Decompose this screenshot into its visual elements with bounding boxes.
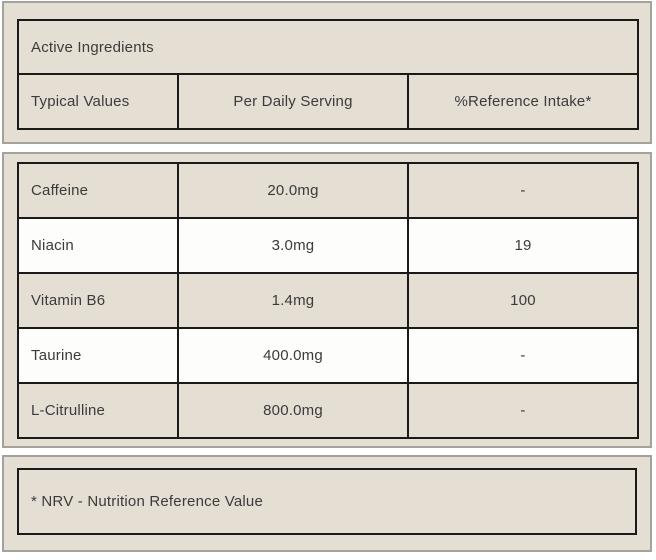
ingredients-header-table: Active Ingredients Typical Values Per Da… xyxy=(16,19,640,130)
reference-intake-cell: 19 xyxy=(407,217,639,274)
per-serving-cell: 20.0mg xyxy=(177,162,409,219)
ingredient-name-cell: Niacin xyxy=(17,217,179,274)
column-header-per-daily-serving: Per Daily Serving xyxy=(177,73,409,130)
table-row: Taurine 400.0mg - xyxy=(17,327,639,384)
ingredient-name-cell: Vitamin B6 xyxy=(17,272,179,329)
ingredient-name-cell: Caffeine xyxy=(17,162,179,219)
reference-intake-cell: - xyxy=(407,327,639,384)
ingredients-table: Caffeine 20.0mg - Niacin 3.0mg 19 Vitami… xyxy=(17,162,639,439)
reference-intake-cell: - xyxy=(407,382,639,439)
column-header-reference-intake: %Reference Intake* xyxy=(406,73,640,130)
per-serving-cell: 400.0mg xyxy=(177,327,409,384)
footnote-text: * NRV - Nutrition Reference Value xyxy=(31,493,263,510)
ingredient-name-cell: Taurine xyxy=(17,327,179,384)
ingredient-name-cell: L-Citrulline xyxy=(17,382,179,439)
section-title-row: Active Ingredients xyxy=(16,19,640,75)
footnote-panel: * NRV - Nutrition Reference Value xyxy=(2,455,652,552)
table-row: Vitamin B6 1.4mg 100 xyxy=(17,272,639,329)
active-ingredients-panel: Active Ingredients Typical Values Per Da… xyxy=(2,1,652,144)
per-serving-cell: 3.0mg xyxy=(177,217,409,274)
section-title: Active Ingredients xyxy=(16,19,640,75)
reference-intake-cell: 100 xyxy=(407,272,639,329)
column-header-typical-values: Typical Values xyxy=(17,73,179,130)
per-serving-cell: 800.0mg xyxy=(177,382,409,439)
per-serving-cell: 1.4mg xyxy=(177,272,409,329)
reference-intake-cell: - xyxy=(407,162,639,219)
column-header-row: Typical Values Per Daily Serving %Refere… xyxy=(17,73,640,130)
ingredients-values-panel: Caffeine 20.0mg - Niacin 3.0mg 19 Vitami… xyxy=(2,152,652,448)
footnote-box: * NRV - Nutrition Reference Value xyxy=(17,468,637,535)
table-row: Caffeine 20.0mg - xyxy=(17,162,639,219)
table-row: L-Citrulline 800.0mg - xyxy=(17,382,639,439)
table-row: Niacin 3.0mg 19 xyxy=(17,217,639,274)
